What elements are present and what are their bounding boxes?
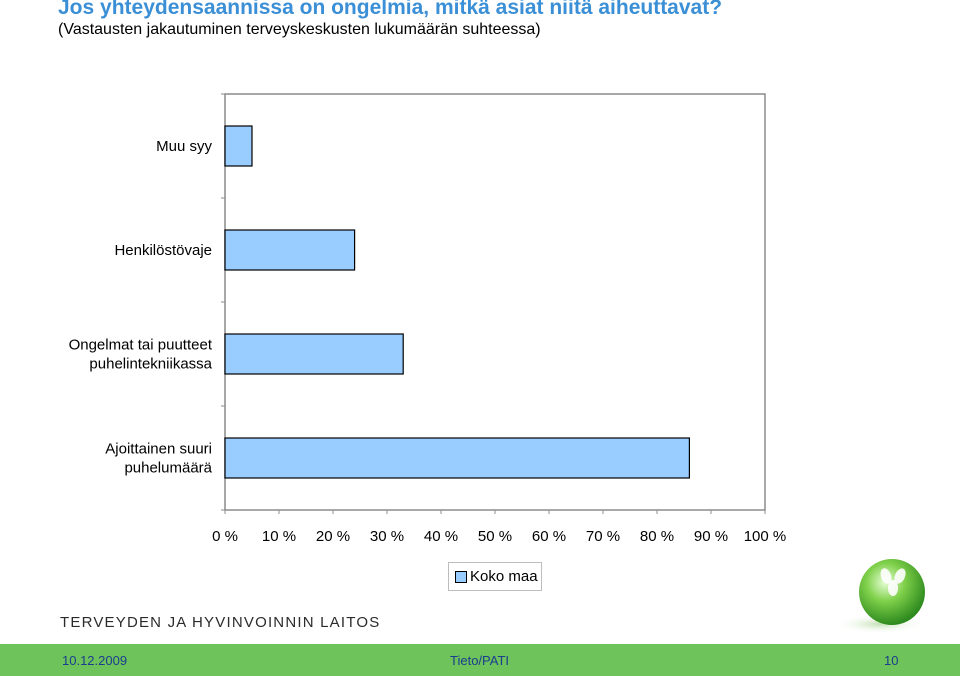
- footer-date: 10.12.2009: [62, 653, 128, 668]
- category-label: Muu syy: [156, 138, 212, 155]
- chart-legend: Koko maa: [448, 562, 542, 591]
- x-tick-label: 10 %: [262, 528, 296, 545]
- chart-title: Jos yhteydensaannissa on ongelmia, mitkä…: [58, 0, 723, 19]
- organization-name: TERVEYDEN JA HYVINVOINNIN LAITOS: [60, 614, 381, 631]
- bar: [224, 437, 690, 479]
- bar: [224, 333, 404, 375]
- x-tick-label: 50 %: [478, 528, 512, 545]
- category-label: Ongelmat tai puutteet: [69, 337, 213, 354]
- category-label: Ajoittainen suuri: [105, 441, 212, 458]
- bar: [224, 125, 253, 167]
- x-tick-label: 80 %: [640, 528, 674, 545]
- category-label: puhelumäärä: [124, 460, 212, 477]
- bar: [224, 229, 356, 271]
- thl-globe-logo-icon: [834, 559, 926, 634]
- x-tick-label: 40 %: [424, 528, 458, 545]
- x-tick-label: 30 %: [370, 528, 404, 545]
- x-tick-label: 20 %: [316, 528, 350, 545]
- x-tick-label: 70 %: [586, 528, 620, 545]
- footer-bar: 10.12.2009 Tieto/PATI 10: [0, 644, 960, 676]
- category-label: Henkilöstövaje: [114, 242, 212, 259]
- x-tick-label: 100 %: [744, 528, 787, 545]
- legend-label: Koko maa: [470, 568, 538, 585]
- category-label: puhelintekniikassa: [89, 356, 212, 373]
- x-tick-label: 60 %: [532, 528, 566, 545]
- x-tick-label: 90 %: [694, 528, 728, 545]
- footer-page-number: 10: [884, 653, 899, 668]
- footer-source: Tieto/PATI: [450, 653, 509, 668]
- legend-swatch: [455, 570, 467, 583]
- x-tick-label: 0 %: [212, 528, 238, 545]
- chart-subtitle: (Vastausten jakautuminen terveyskeskuste…: [58, 21, 541, 38]
